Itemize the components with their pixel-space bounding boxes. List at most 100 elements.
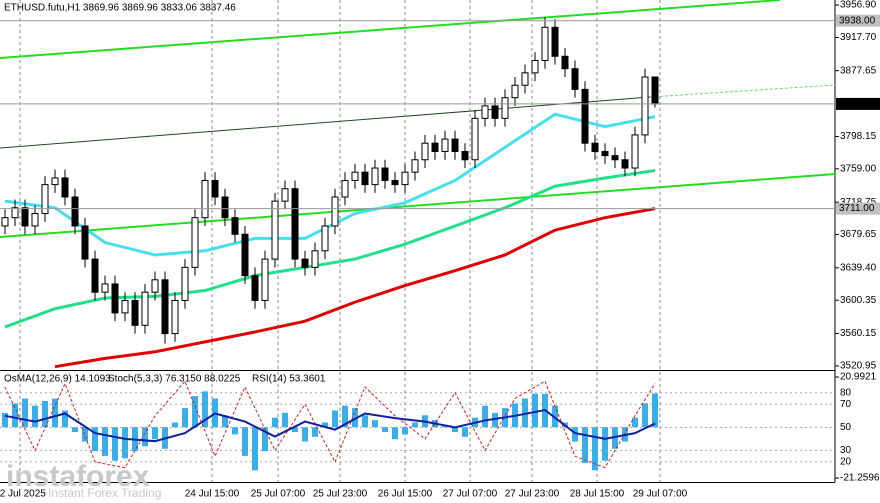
candle-body xyxy=(291,188,299,260)
osma-bar xyxy=(282,412,288,428)
candle-body xyxy=(191,217,199,268)
watermark: Instant Forex Trading xyxy=(48,486,161,500)
x-tick-label: 29 Jul 07:00 xyxy=(633,489,688,500)
moving-average xyxy=(54,207,656,369)
chart-header: ETHUSD.futu,H1 3869.96 3869.96 3833.06 3… xyxy=(4,3,236,14)
osma-bar xyxy=(272,417,278,428)
osma-bar xyxy=(642,403,648,428)
y2-tick-label: -21.2596 xyxy=(840,473,880,484)
candle-body xyxy=(391,179,399,186)
osma-bar xyxy=(342,405,348,428)
candle-body xyxy=(641,76,649,136)
osma-bar xyxy=(302,427,308,442)
candle-body xyxy=(221,196,229,219)
osma-bar xyxy=(612,427,618,449)
price-level-box xyxy=(836,97,880,110)
y-tick-label: 3917.70 xyxy=(840,32,877,43)
candle-body xyxy=(381,167,389,181)
candle-body xyxy=(351,171,359,181)
y-tick-label: 30 xyxy=(840,445,852,456)
x-tick-label: 25 Jul 07:00 xyxy=(251,489,306,500)
price-level-label: 3938.00 xyxy=(839,15,876,26)
candle-body xyxy=(121,299,129,314)
candle-body xyxy=(261,258,269,301)
x-tick-label: 28 Jul 15:00 xyxy=(570,489,625,500)
x-tick-label: 27 Jul 07:00 xyxy=(443,489,498,500)
osma-bar xyxy=(392,427,398,440)
osma-bar xyxy=(602,427,608,461)
y-tick-label: 80 xyxy=(840,387,852,398)
candle-body xyxy=(271,200,279,260)
candle-body xyxy=(361,171,369,186)
osma-bar xyxy=(122,427,128,459)
osma-bar xyxy=(452,427,458,433)
osma-bar xyxy=(2,412,8,428)
candle-body xyxy=(591,142,599,152)
osma-bar xyxy=(482,405,488,428)
osma-bar xyxy=(352,408,358,428)
candle-body xyxy=(111,283,119,314)
candle-body xyxy=(61,177,69,198)
osma-bar xyxy=(652,393,658,428)
osma-bar xyxy=(82,427,88,442)
y-tick-label: 70 xyxy=(840,399,852,410)
candle-body xyxy=(181,266,189,301)
candle-body xyxy=(311,250,319,268)
candle-body xyxy=(551,26,559,57)
candle-body xyxy=(301,258,309,268)
candle-body xyxy=(11,207,19,219)
osma-bar xyxy=(22,398,28,428)
candle-body xyxy=(561,55,569,70)
candle-body xyxy=(501,97,509,119)
candle-body xyxy=(541,26,549,61)
osma-bar xyxy=(262,427,268,452)
osma-bar xyxy=(572,427,578,442)
candle-body xyxy=(441,138,449,152)
y-tick-label: 3956.90 xyxy=(840,0,877,11)
osma-bar xyxy=(52,398,58,428)
osma-bar xyxy=(12,403,18,428)
osma-bar xyxy=(492,412,498,428)
candle-body xyxy=(461,150,469,161)
candle-body xyxy=(141,291,149,326)
candle-body xyxy=(511,84,519,99)
osma-bar xyxy=(402,427,408,435)
candle-body xyxy=(521,72,529,86)
candle-body xyxy=(421,142,429,161)
price-level-box xyxy=(836,202,880,215)
candle-body xyxy=(371,167,379,186)
x-tick-label: 27 Jul 23:00 xyxy=(505,489,560,500)
candle-body xyxy=(251,275,259,301)
candle-body xyxy=(651,76,659,105)
indicator-label: RSI(14) 53.3601 xyxy=(252,374,326,385)
osma-bar xyxy=(102,427,108,456)
candle-body xyxy=(491,105,499,119)
osma-bar xyxy=(582,427,588,464)
candle-body xyxy=(31,213,39,227)
x-tick-label: 22 Jul 2025 xyxy=(0,489,46,500)
candle-body xyxy=(21,207,29,227)
osma-bar xyxy=(192,396,198,428)
osma-bar xyxy=(312,427,318,437)
indicator-label: Stoch(5,3,3) 76.3150 88.0225 xyxy=(108,374,241,385)
oscillator-line xyxy=(4,408,656,443)
candle-body xyxy=(471,117,479,161)
osma-bar xyxy=(322,422,328,428)
y-tick-label: 3600.35 xyxy=(840,295,877,306)
osma-bar xyxy=(72,427,78,433)
candle-body xyxy=(231,217,239,235)
candle-body xyxy=(601,150,609,157)
trend-line xyxy=(649,84,836,98)
candle-body xyxy=(341,179,349,198)
y2-tick-label: 20.9921 xyxy=(840,372,877,383)
candle-body xyxy=(571,68,579,90)
candle-body xyxy=(71,196,79,227)
trend-line xyxy=(0,0,781,59)
candle-body xyxy=(161,279,169,335)
osma-bar xyxy=(222,415,228,428)
osma-bar xyxy=(182,408,188,428)
osma-bar xyxy=(152,427,158,440)
osma-bar xyxy=(42,400,48,428)
candle-body xyxy=(201,179,209,219)
candle-body xyxy=(101,283,109,293)
